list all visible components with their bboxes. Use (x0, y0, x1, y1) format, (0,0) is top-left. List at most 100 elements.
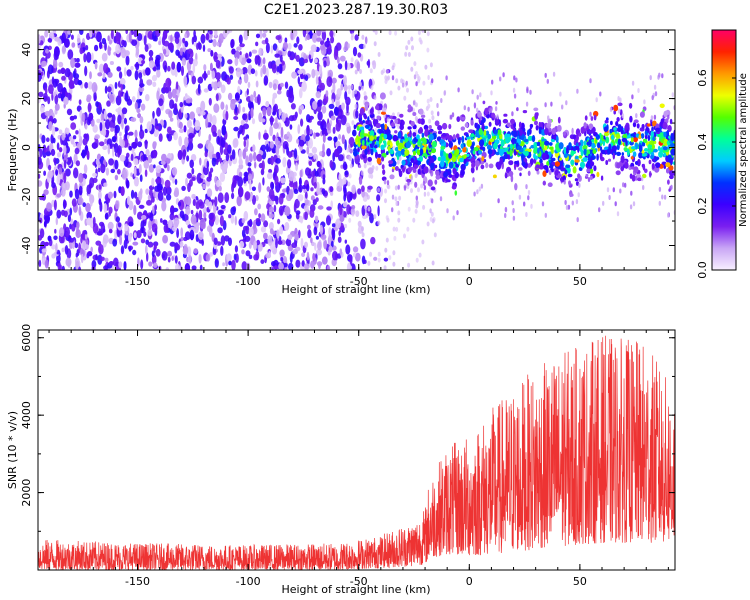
spectrogram-cell (365, 120, 369, 125)
spectrogram-cell (461, 116, 466, 121)
spectrogram-cell (174, 37, 180, 44)
spectrogram-cell (299, 216, 304, 224)
spectrogram-cell (92, 124, 98, 133)
spectrogram-cell (118, 90, 122, 99)
spectrogram-cell (575, 199, 579, 205)
spectrogram-cell (297, 124, 301, 135)
spectrogram-cell (318, 78, 322, 89)
spectrogram-cell (343, 75, 347, 86)
spectrogram-cell (624, 161, 629, 169)
spectrogram-cell (578, 182, 581, 188)
spectrogram-cell (314, 170, 319, 177)
spectrogram-cell (371, 60, 375, 66)
spectrogram-cell (76, 224, 79, 236)
spectrogram-cell (208, 171, 212, 180)
spectrogram-cell (519, 128, 523, 136)
spectrogram-cell (382, 140, 387, 144)
spectrogram-cell (104, 138, 107, 144)
spectrogram-cell (605, 160, 609, 165)
spectrogram-cell (629, 204, 633, 210)
spectrogram-cell (174, 255, 178, 264)
spectrogram-cell (274, 175, 279, 186)
spectrogram-cell (308, 54, 312, 60)
spectrogram-cell (360, 170, 364, 176)
spectrogram-cell (347, 181, 351, 187)
spectrogram-cell (445, 179, 451, 183)
spectrogram-cell (41, 60, 47, 67)
spectrogram-cell (243, 210, 249, 221)
spectrogram-cell (617, 127, 622, 132)
spectrogram-cell (544, 102, 547, 108)
colorbar-tick-label: 0.0 (696, 261, 709, 279)
spectrogram-cell (319, 44, 325, 51)
spectrogram-cell (279, 54, 283, 63)
spectrogram-cell (103, 182, 108, 188)
spectrogram-cell (271, 63, 277, 74)
spectrogram-cell (599, 91, 602, 97)
spectrogram-cell (158, 98, 164, 107)
spectrogram-cell (493, 142, 498, 150)
spectrogram-cell (593, 114, 597, 121)
spectrogram-cell (133, 177, 139, 187)
spectrogram-cell (621, 113, 625, 119)
spectrogram-cell (211, 153, 217, 158)
spectrogram-cell (391, 194, 395, 200)
spectrogram-cell (363, 133, 369, 137)
spectrogram-cell (115, 108, 121, 113)
spectrogram-cell (39, 196, 44, 201)
spectrogram-cell (304, 74, 309, 81)
spectrogram-cell (593, 165, 597, 172)
spectrogram-cell (98, 103, 102, 111)
spectrogram-cell (252, 195, 256, 205)
spectrogram-cell (344, 139, 347, 151)
spectrogram-cell (235, 67, 242, 78)
spectrogram-cell (61, 265, 65, 270)
spectrogram-cell (134, 101, 138, 110)
spectrogram-cell (345, 122, 350, 128)
spectrogram-cell (163, 40, 170, 47)
spectrogram-cell (137, 141, 143, 148)
spectrogram-cell (214, 258, 219, 268)
spectrogram-cell (246, 58, 252, 64)
spectrogram-cell (619, 188, 622, 194)
spectrogram-cell (116, 66, 122, 72)
spectrogram-cell (389, 115, 393, 119)
spectrogram-cell (138, 164, 142, 174)
spectrogram-cell (94, 44, 99, 52)
spectrogram-cell (536, 141, 541, 147)
spectrogram-cell (79, 47, 84, 55)
spectrogram-cell (137, 113, 142, 119)
spectrogram-cell (547, 115, 550, 121)
spectrogram-cell (387, 145, 391, 151)
spectrogram-cell (282, 157, 287, 168)
spectrogram-cell (398, 142, 404, 150)
spectrogram-cell (435, 174, 441, 180)
spectrogram-cell (431, 198, 434, 204)
spectrogram-cell (375, 151, 378, 159)
spectrogram-cell (524, 151, 529, 157)
spectrogram-cell (362, 139, 365, 147)
spectrogram-cell (260, 67, 263, 78)
spectrogram-cell (305, 134, 310, 142)
spectrogram-cell (326, 206, 332, 211)
spectrogram-cell (546, 161, 550, 167)
spectrogram-cell (201, 239, 204, 246)
spectrogram-cell (377, 220, 381, 226)
spectrogram-cell (377, 187, 381, 193)
spectrogram-cell (82, 202, 86, 208)
colorbar-frame (711, 29, 737, 271)
spectrogram-cell (367, 145, 370, 153)
spectrogram-cell (295, 54, 300, 63)
spectrogram-cell (67, 30, 71, 35)
spectrogram-x-ticks: -150 -100 -50 0 50 (48, 30, 669, 288)
spectrogram-cell (308, 160, 313, 166)
spectrogram-cell (167, 250, 173, 257)
spectrogram-cell (514, 138, 517, 144)
spectrogram-cell (631, 80, 635, 86)
spectrogram-cell (620, 129, 624, 135)
spectrogram-cell (484, 107, 489, 115)
spectrogram-cell (136, 230, 142, 239)
spectrogram-cell (642, 185, 645, 190)
spectrogram-cell (527, 163, 532, 168)
spectrogram-cell (232, 138, 238, 148)
